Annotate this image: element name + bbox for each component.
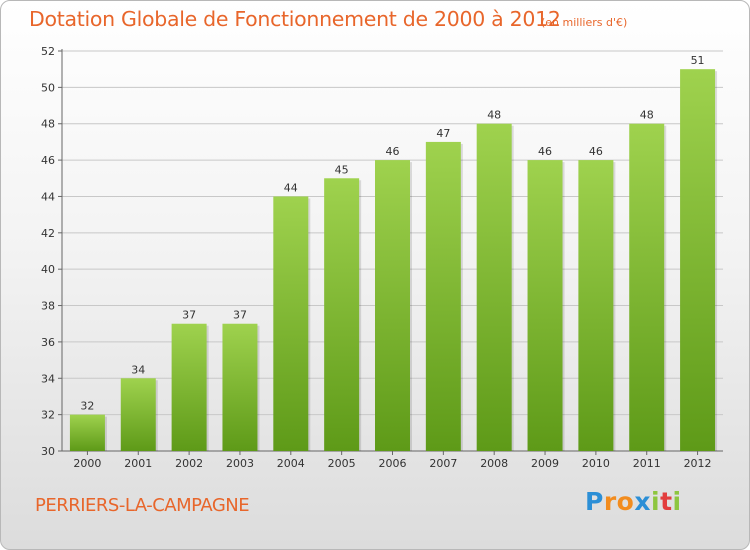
logo-letter: x (634, 487, 651, 516)
bar-value-label: 45 (335, 163, 349, 176)
chart-title: Dotation Globale de Fonctionnement de 20… (29, 7, 561, 31)
x-tick-label: 2010 (582, 457, 610, 470)
logo-letter: P (585, 487, 604, 516)
bar (273, 196, 309, 451)
bar-value-label: 46 (589, 145, 603, 158)
logo-letter: r (603, 487, 617, 516)
bar (324, 178, 360, 452)
x-tick-label: 2001 (124, 457, 152, 470)
y-tick-label: 50 (41, 81, 55, 94)
proxiti-logo: Proxiti (585, 487, 682, 516)
y-tick-label: 30 (41, 445, 55, 458)
bar (680, 69, 716, 451)
x-tick-label: 2006 (379, 457, 407, 470)
bar (375, 160, 410, 451)
y-tick-label: 34 (41, 372, 55, 385)
x-tick-label: 2004 (277, 457, 305, 470)
bar-value-label: 37 (233, 309, 247, 322)
y-tick-label: 38 (41, 300, 55, 313)
bar-value-label: 48 (487, 109, 501, 122)
bar (578, 160, 614, 451)
bar-value-label: 46 (538, 145, 552, 158)
chart-unit: (en milliers d'€) (541, 16, 628, 29)
logo-letter: t (660, 487, 673, 516)
bar (527, 160, 563, 451)
x-tick-label: 2011 (633, 457, 661, 470)
y-tick-label: 46 (41, 154, 55, 167)
x-tick-label: 2008 (480, 457, 508, 470)
bar (171, 323, 207, 451)
bar-value-label: 46 (386, 145, 400, 158)
bar (425, 141, 461, 451)
bar-value-label: 34 (131, 363, 145, 376)
y-tick-label: 44 (41, 190, 55, 203)
bar (629, 123, 665, 452)
y-tick-label: 36 (41, 336, 55, 349)
bar (69, 414, 105, 451)
x-tick-label: 2000 (73, 457, 101, 470)
bar (120, 378, 156, 451)
bar-value-label: 32 (80, 400, 94, 413)
y-tick-label: 52 (41, 45, 55, 58)
y-tick-labels: 30 32 34 36 38 40 42 44 46 48 50 52 (41, 45, 55, 458)
logo-letter: i (651, 487, 661, 516)
value-labels: 32 34 37 37 44 45 46 47 48 46 46 48 51 (80, 54, 704, 412)
x-tick-label: 2003 (226, 457, 254, 470)
logo-letter: o (616, 487, 635, 516)
bar (222, 323, 258, 451)
x-tick-label: 2002 (175, 457, 203, 470)
y-tick-label: 42 (41, 227, 55, 240)
x-tick-label: 2007 (429, 457, 457, 470)
x-tick-label: 2012 (684, 457, 712, 470)
bars (69, 69, 718, 452)
bar (476, 123, 512, 452)
x-tick-label: 2009 (531, 457, 559, 470)
y-tick-label: 32 (41, 409, 55, 422)
commune-name: PERRIERS-LA-CAMPAGNE (35, 495, 250, 516)
bar-value-label: 44 (284, 181, 298, 194)
bar-value-label: 51 (691, 54, 705, 67)
bar-value-label: 48 (640, 109, 654, 122)
bar-value-label: 37 (182, 309, 196, 322)
logo-letter: i (672, 487, 682, 516)
bar-value-label: 47 (436, 127, 450, 140)
y-tick-label: 48 (41, 118, 55, 131)
y-tick-label: 40 (41, 263, 55, 276)
x-tick-labels: 2000 2001 2002 2003 2004 2005 2006 2007 2008 2009… (73, 457, 711, 470)
x-tick-label: 2005 (328, 457, 356, 470)
